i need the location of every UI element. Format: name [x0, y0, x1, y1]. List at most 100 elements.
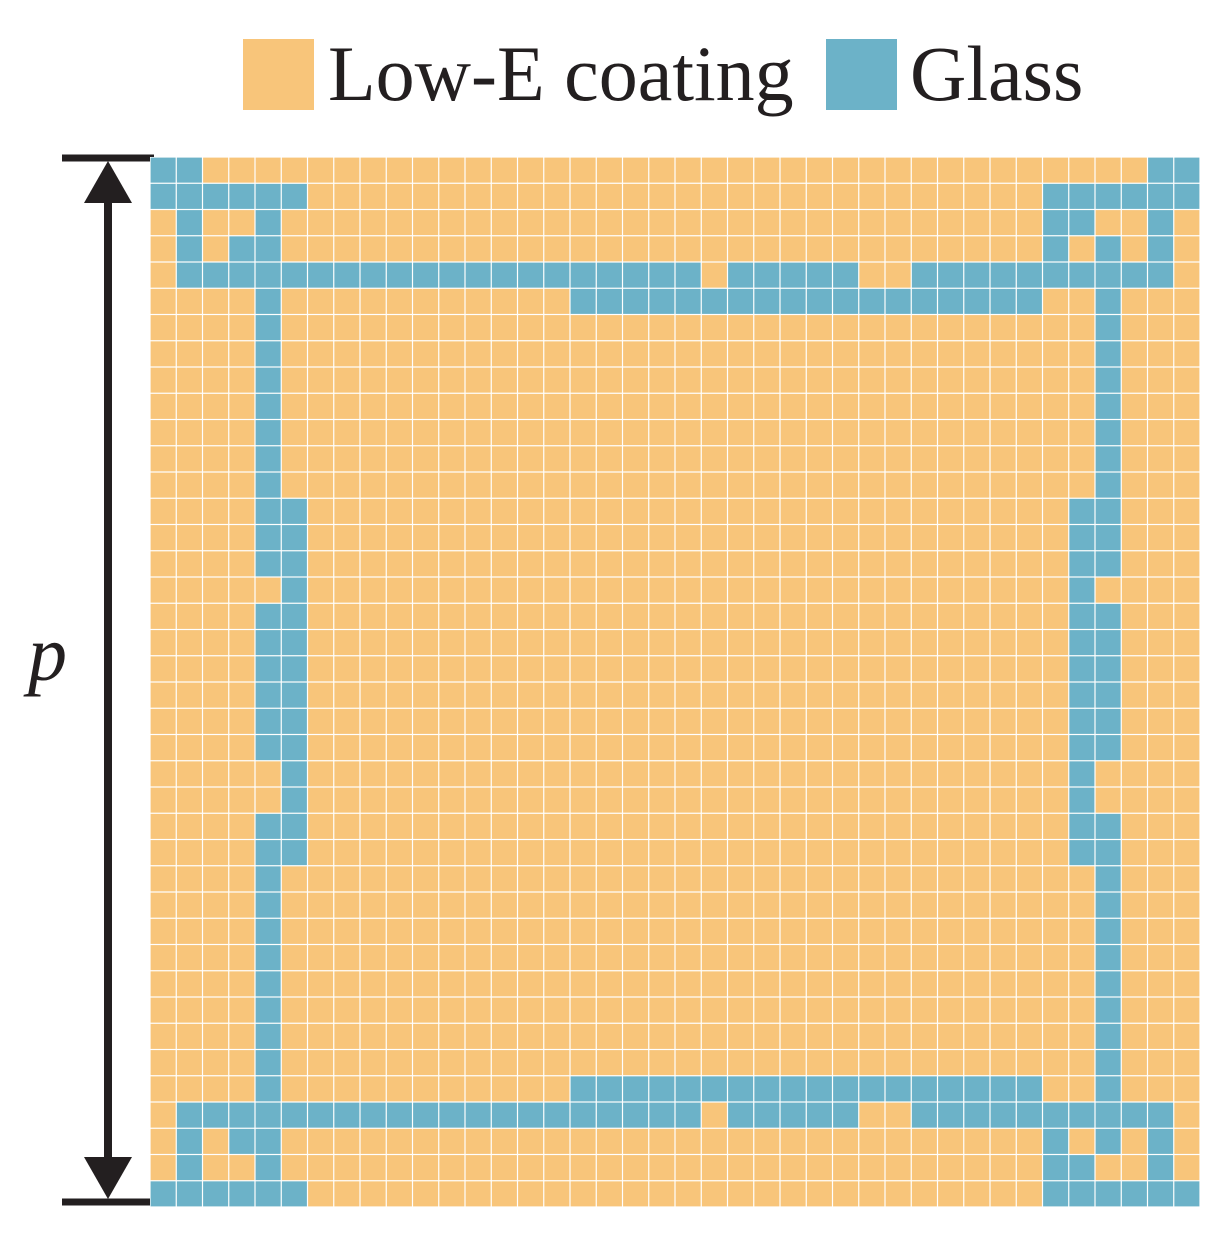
coating-cell	[570, 918, 596, 944]
coating-cell	[623, 761, 649, 787]
coating-cell	[806, 813, 832, 839]
glass-cell	[938, 1076, 964, 1102]
coating-cell	[176, 1076, 202, 1102]
coating-cell	[1148, 446, 1174, 472]
glass-cell	[255, 1023, 281, 1049]
coating-cell	[203, 682, 229, 708]
coating-cell	[596, 1050, 622, 1076]
coating-cell	[806, 761, 832, 787]
coating-cell	[544, 892, 570, 918]
coating-cell	[938, 236, 964, 262]
coating-cell	[439, 525, 465, 551]
coating-cell	[780, 603, 806, 629]
coating-cell	[308, 1181, 334, 1207]
glass-cell	[1095, 603, 1121, 629]
coating-cell	[649, 761, 675, 787]
coating-cell	[990, 945, 1016, 971]
coating-cell	[1121, 210, 1147, 236]
coating-cell	[386, 551, 412, 577]
glass-cell	[1069, 735, 1095, 761]
coating-cell	[1043, 525, 1069, 551]
coating-cell	[859, 971, 885, 997]
coating-cell	[885, 708, 911, 734]
coating-cell	[281, 446, 307, 472]
coating-cell	[439, 341, 465, 367]
coating-cell	[964, 735, 990, 761]
coating-cell	[518, 367, 544, 393]
coating-cell	[255, 787, 281, 813]
coating-cell	[334, 813, 360, 839]
coating-cell	[229, 971, 255, 997]
coating-cell	[203, 498, 229, 524]
coating-cell	[885, 236, 911, 262]
coating-cell	[911, 682, 937, 708]
coating-cell	[308, 682, 334, 708]
coating-cell	[1043, 866, 1069, 892]
coating-cell	[675, 472, 701, 498]
coating-cell	[623, 236, 649, 262]
coating-cell	[649, 997, 675, 1023]
coating-cell	[413, 446, 439, 472]
glass-cell	[990, 288, 1016, 314]
coating-cell	[491, 525, 517, 551]
coating-cell	[754, 682, 780, 708]
coating-cell	[255, 761, 281, 787]
coating-cell	[386, 761, 412, 787]
coating-cell	[150, 236, 176, 262]
coating-cell	[413, 787, 439, 813]
coating-cell	[1095, 787, 1121, 813]
coating-cell	[990, 1050, 1016, 1076]
coating-cell	[728, 1023, 754, 1049]
coating-cell	[570, 315, 596, 341]
glass-cell	[518, 1102, 544, 1128]
coating-cell	[518, 1181, 544, 1207]
coating-cell	[728, 446, 754, 472]
coating-cell	[833, 577, 859, 603]
coating-cell	[229, 577, 255, 603]
coating-cell	[833, 866, 859, 892]
coating-cell	[386, 971, 412, 997]
coating-cell	[859, 236, 885, 262]
coating-cell	[491, 813, 517, 839]
coating-cell	[728, 630, 754, 656]
coating-cell	[386, 498, 412, 524]
coating-cell	[1174, 656, 1200, 682]
glass-cell	[281, 708, 307, 734]
coating-cell	[938, 735, 964, 761]
coating-cell	[701, 525, 727, 551]
coating-cell	[1069, 971, 1095, 997]
coating-cell	[1016, 997, 1042, 1023]
coating-cell	[859, 630, 885, 656]
coating-cell	[1148, 341, 1174, 367]
coating-cell	[1121, 1076, 1147, 1102]
coating-cell	[203, 288, 229, 314]
coating-cell	[701, 1102, 727, 1128]
coating-cell	[1174, 498, 1200, 524]
coating-cell	[176, 708, 202, 734]
coating-cell	[334, 157, 360, 183]
coating-cell	[623, 393, 649, 419]
coating-cell	[1043, 892, 1069, 918]
coating-cell	[203, 813, 229, 839]
coating-cell	[229, 892, 255, 918]
glass-cell	[1095, 315, 1121, 341]
coating-cell	[465, 813, 491, 839]
coating-cell	[1121, 236, 1147, 262]
coating-cell	[386, 708, 412, 734]
coating-cell	[570, 498, 596, 524]
coating-cell	[964, 236, 990, 262]
coating-cell	[518, 603, 544, 629]
coating-cell	[229, 761, 255, 787]
coating-cell	[911, 446, 937, 472]
coating-cell	[1174, 288, 1200, 314]
coating-cell	[334, 997, 360, 1023]
glass-cell	[806, 288, 832, 314]
glass-cell	[255, 1050, 281, 1076]
coating-cell	[1016, 1023, 1042, 1049]
coating-cell	[308, 446, 334, 472]
coating-cell	[544, 157, 570, 183]
coating-cell	[413, 971, 439, 997]
coating-cell	[1148, 656, 1174, 682]
glass-cell	[833, 262, 859, 288]
coating-cell	[150, 210, 176, 236]
